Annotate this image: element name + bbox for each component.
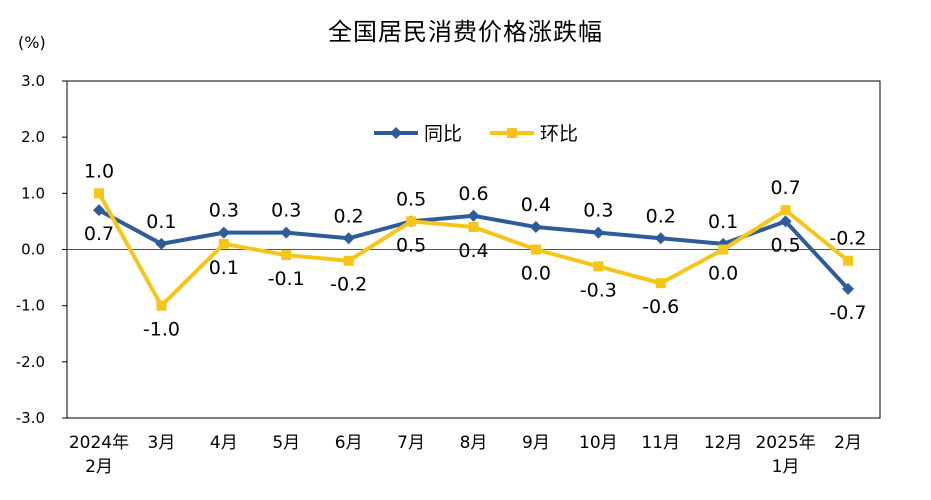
x-tick-label: 2月: [85, 457, 113, 477]
data-label: 0.1: [209, 257, 239, 279]
y-tick-label: 3.0: [21, 72, 45, 90]
yoy-point-marker: [342, 232, 355, 245]
data-label: -0.3: [580, 279, 617, 301]
x-tick-label: 12月: [704, 433, 743, 453]
y-tick-label: 2.0: [21, 128, 45, 146]
mom-point-marker: [780, 205, 791, 216]
data-label: -0.7: [829, 302, 866, 324]
data-label: 0.7: [84, 223, 114, 245]
data-label: 0.3: [271, 200, 301, 222]
mom-point-marker: [343, 255, 354, 266]
data-label: -0.2: [829, 228, 866, 250]
x-tick-label: 4月: [210, 433, 238, 453]
data-label: -0.2: [330, 274, 367, 296]
mom-point-marker: [530, 244, 541, 255]
x-tick-label: 2025年: [755, 433, 815, 453]
data-label: 0.4: [521, 194, 551, 216]
yoy-point-marker: [654, 232, 667, 245]
yoy-point-marker: [529, 221, 542, 234]
yoy-point-marker: [280, 226, 293, 239]
x-tick-label: 10月: [579, 433, 618, 453]
x-tick-label: 9月: [522, 433, 550, 453]
y-tick-label: 0.0: [21, 241, 45, 259]
mom-point-marker: [281, 250, 292, 261]
y-tick-label: -1.0: [16, 297, 45, 315]
data-label: 0.5: [770, 234, 800, 256]
x-tick-label: 1月: [772, 457, 800, 477]
y-tick-label: -3.0: [16, 409, 45, 427]
data-label: 0.1: [708, 211, 738, 233]
x-tick-label: 8月: [460, 433, 488, 453]
legend-label: 环比: [540, 123, 578, 145]
data-label: 0.6: [458, 183, 488, 205]
y-tick-label: 1.0: [21, 184, 45, 202]
y-tick-label: -2.0: [16, 353, 45, 371]
data-label: 0.2: [646, 205, 676, 227]
yoy-point-marker: [217, 226, 230, 239]
mom-point-marker: [843, 255, 853, 266]
data-label: 0.0: [521, 263, 551, 285]
data-label: -1.0: [143, 319, 180, 341]
yoy-point-marker: [93, 204, 105, 217]
data-label: -0.6: [642, 296, 679, 318]
x-tick-label: 6月: [335, 433, 363, 453]
y-axis-unit: (%): [18, 33, 46, 52]
data-label: 0.3: [583, 200, 613, 222]
data-label: 0.5: [396, 234, 426, 256]
x-tick-label: 11月: [641, 433, 680, 453]
x-tick-label: 3月: [148, 433, 176, 453]
mom-point-marker: [94, 188, 104, 199]
mom-point-marker: [593, 261, 604, 272]
mom-point-marker: [655, 278, 666, 289]
yoy-point-marker: [592, 226, 605, 239]
data-label: 0.4: [458, 240, 488, 262]
data-label: 0.5: [396, 188, 426, 210]
legend-marker: [507, 128, 517, 138]
x-tick-label: 7月: [397, 433, 425, 453]
mom-point-marker: [718, 244, 729, 255]
data-label: 0.2: [334, 205, 364, 227]
data-label: 0.1: [146, 211, 176, 233]
data-label: -0.1: [268, 268, 305, 290]
data-label: 0.7: [770, 177, 800, 199]
mom-point-marker: [156, 300, 167, 311]
mom-point-marker: [218, 238, 229, 249]
data-label: 1.0: [84, 160, 114, 182]
yoy-point-marker: [779, 215, 792, 228]
yoy-point-marker: [842, 282, 854, 295]
yoy-point-marker: [467, 209, 480, 222]
x-tick-label: 5月: [272, 433, 300, 453]
mom-point-marker: [468, 222, 479, 233]
chart-title: 全国居民消费价格涨跌幅: [328, 18, 603, 46]
legend-marker: [390, 127, 402, 139]
yoy-point-marker: [155, 237, 168, 250]
data-label: 0.0: [708, 263, 738, 285]
data-label: 0.3: [209, 200, 239, 222]
x-tick-label: 2月: [834, 433, 862, 453]
x-tick-label: 2024年: [69, 433, 129, 453]
legend-label: 同比: [424, 123, 462, 145]
mom-point-marker: [406, 216, 417, 227]
